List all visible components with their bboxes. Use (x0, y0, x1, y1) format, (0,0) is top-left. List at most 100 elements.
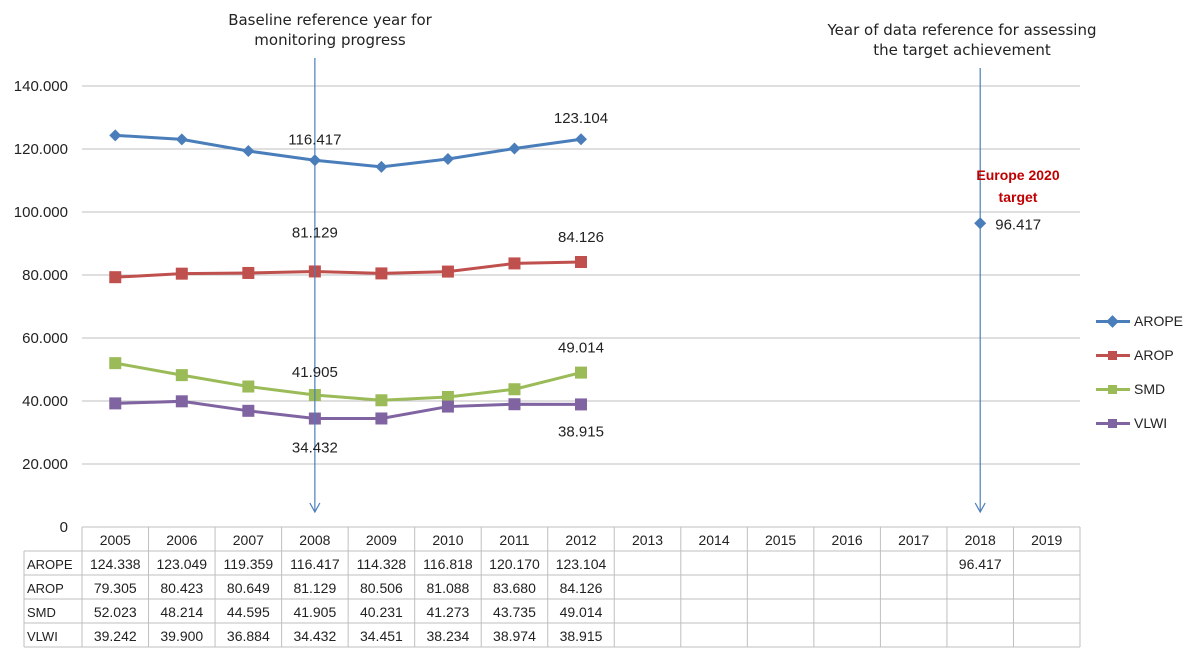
data-point-smd (175, 369, 188, 382)
chart-legend: AROPE AROP SMD VLWI (1096, 310, 1183, 446)
x-category-label: 2017 (898, 532, 929, 548)
data-point-arop (441, 265, 454, 278)
x-category-label: 2013 (632, 532, 663, 548)
legend-swatch (1096, 314, 1130, 328)
table-series-name: AROPE (27, 557, 73, 572)
x-category-label: 2008 (299, 532, 330, 548)
y-tick-label: 140.000 (14, 78, 68, 95)
table-cell: 116.818 (423, 556, 473, 572)
legend-swatch (1096, 418, 1130, 428)
table-cell: 41.273 (427, 604, 470, 620)
data-point-arop (575, 256, 587, 269)
table-cell: 80.506 (360, 580, 403, 596)
table-cell: 84.126 (560, 580, 603, 596)
data-point-smd (508, 383, 521, 396)
table-cell: 123.049 (156, 556, 207, 572)
x-category-label: 2012 (565, 532, 596, 548)
data-label-arop: 84.126 (558, 229, 604, 246)
x-category-label: 2019 (1031, 532, 1062, 548)
table-cell: 114.328 (357, 556, 407, 572)
table-cell: 39.242 (94, 628, 137, 644)
data-point-arope (375, 160, 388, 173)
data-point-smd (242, 380, 255, 393)
data-point-smd (109, 357, 122, 370)
data-label-arope: 123.104 (554, 110, 608, 127)
table-series-name: SMD (27, 605, 56, 620)
europe-2020-target-label: Europe 2020 target (976, 167, 1060, 205)
data-point-arope (109, 129, 122, 142)
x-category-label: 2009 (366, 532, 397, 548)
table-cell: 34.432 (293, 628, 336, 644)
x-category-label: 2011 (499, 532, 529, 548)
legend-label: AROP (1134, 347, 1174, 363)
data-point-arop (175, 267, 188, 280)
table-cell: 43.735 (493, 604, 536, 620)
table-cell: 38.974 (493, 628, 536, 644)
table-cell: 38.234 (427, 628, 470, 644)
data-point-arope (175, 133, 188, 146)
x-category-label: 2007 (233, 532, 264, 548)
table-cell: 41.905 (293, 604, 336, 620)
series-line-smd (115, 361, 582, 402)
data-label-arope: 96.417 (995, 216, 1041, 233)
data-point-arop (242, 266, 255, 279)
data-point-vlwi (441, 400, 454, 413)
table-cell: 80.423 (160, 580, 203, 596)
data-point-vlwi (109, 397, 122, 410)
table-cell: 48.214 (160, 604, 203, 620)
table-cell: 40.231 (360, 604, 403, 620)
data-label-smd: 49.014 (558, 340, 604, 357)
series-line-arop (115, 260, 582, 279)
data-point-vlwi (175, 395, 188, 408)
data-point-smd (575, 366, 587, 379)
table-cell: 36.884 (227, 628, 270, 644)
legend-label: VLWI (1134, 415, 1168, 431)
table-series-name: AROP (27, 581, 64, 596)
table-cell: 44.595 (227, 604, 270, 620)
legend-item-vlwi: VLWI (1096, 412, 1183, 434)
table-cell: 124.338 (90, 556, 141, 572)
data-label-smd: 41.905 (292, 364, 338, 381)
data-year-arrow-head (974, 502, 986, 514)
data-year-annotation: Year of data reference for assessing the… (827, 21, 1097, 59)
data-point-vlwi (508, 398, 521, 411)
data-point-arop (109, 271, 122, 284)
table-cell: 81.088 (427, 580, 470, 596)
x-category-label: 2015 (765, 532, 796, 548)
table-cell: 52.023 (94, 604, 137, 620)
y-tick-label: 20.000 (22, 456, 68, 473)
baseline-arrow-head (309, 502, 321, 514)
x-category-label: 2006 (166, 532, 197, 548)
table-cell: 116.417 (290, 556, 340, 572)
x-category-label: 2016 (832, 532, 863, 548)
legend-swatch (1096, 350, 1130, 360)
data-point-smd (441, 390, 454, 403)
y-tick-label: 80.000 (22, 267, 68, 284)
data-point-arop (375, 267, 388, 280)
table-cell: 49.014 (560, 604, 603, 620)
data-label-arope: 116.417 (288, 131, 341, 148)
y-tick-label: 100.000 (14, 204, 68, 221)
table-cell: 83.680 (493, 580, 536, 596)
legend-marker (1108, 350, 1117, 360)
y-tick-label: 120.000 (14, 141, 68, 158)
baseline-annotation: Baseline reference year for monitoring p… (228, 11, 432, 49)
table-cell: 80.649 (227, 580, 270, 596)
legend-item-arope: AROPE (1096, 310, 1183, 332)
data-point-smd (375, 394, 388, 407)
data-point-arope (242, 145, 255, 158)
legend-marker (1108, 384, 1117, 394)
x-category-label: 2014 (698, 532, 729, 548)
y-tick-label: 60.000 (22, 330, 68, 347)
data-point-arope (508, 142, 521, 155)
x-category-label: 2010 (432, 532, 463, 548)
table-cell: 96.417 (959, 556, 1002, 572)
table-cell: 38.915 (560, 628, 603, 644)
x-category-label: 2005 (100, 532, 131, 548)
y-tick-label: 0 (60, 519, 68, 536)
table-cell: 123.104 (556, 556, 607, 572)
series-line-arope (115, 133, 582, 169)
legend-marker (1108, 418, 1117, 428)
legend-label: SMD (1134, 381, 1166, 397)
